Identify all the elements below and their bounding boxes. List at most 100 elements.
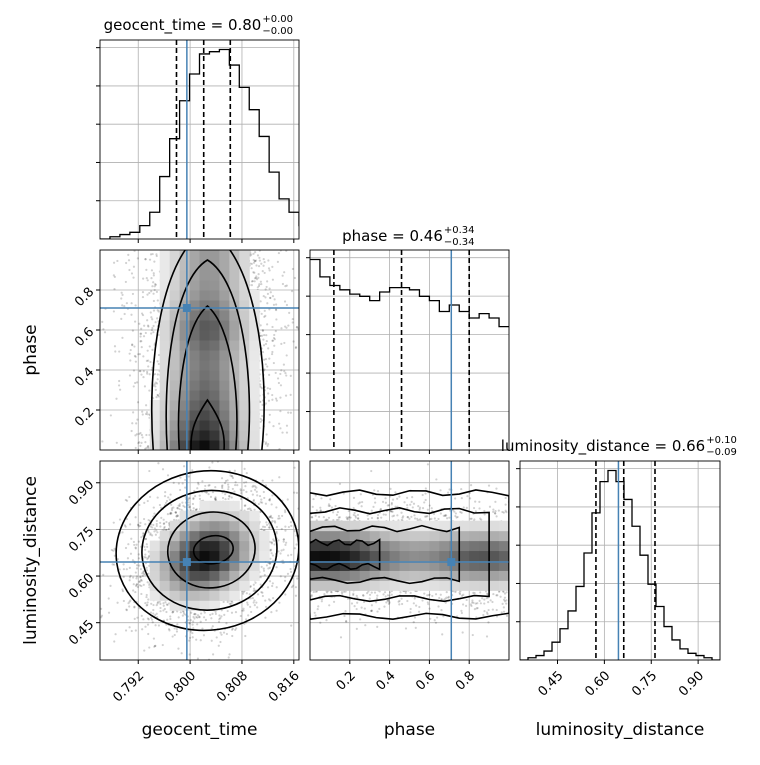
sample-point [268, 400, 270, 402]
sample-point [149, 345, 151, 347]
sample-point [233, 491, 235, 493]
sample-point [108, 597, 110, 599]
density-cell [160, 430, 170, 441]
sample-point [193, 613, 195, 615]
sample-point [267, 293, 269, 295]
sample-point [163, 519, 165, 521]
sample-point [254, 260, 256, 262]
sample-point [149, 534, 151, 536]
sample-point [144, 441, 146, 443]
sample-point [130, 314, 132, 316]
sample-point [271, 266, 273, 268]
sample-point [150, 603, 152, 605]
sample-point [168, 628, 170, 630]
sample-point [214, 498, 216, 500]
density-cell [200, 320, 210, 331]
sample-point [152, 325, 154, 327]
sample-point [275, 506, 277, 508]
sample-point [260, 263, 262, 265]
sample-point [142, 278, 144, 280]
sample-point [245, 481, 247, 483]
sample-point [240, 498, 242, 500]
sample-point [295, 595, 297, 597]
sample-point [264, 315, 266, 317]
density-cell [180, 360, 190, 371]
sample-point [275, 566, 277, 568]
sample-point [147, 633, 149, 635]
density-cell [150, 440, 160, 451]
sample-point [235, 611, 237, 613]
sample-point [146, 558, 148, 560]
density-cell [209, 250, 219, 261]
sample-point [262, 265, 264, 267]
sample-point [154, 321, 156, 323]
sample-point [290, 394, 292, 396]
sample-point [118, 350, 120, 352]
sample-point [148, 531, 150, 533]
sample-point [263, 497, 265, 499]
sample-point [208, 466, 210, 468]
sample-point [169, 493, 171, 495]
sample-point [253, 509, 255, 511]
sample-point [142, 314, 144, 316]
sample-point [192, 636, 194, 638]
sample-point [268, 421, 270, 423]
sample-point [265, 358, 267, 360]
sample-point [132, 576, 134, 578]
sample-point [150, 311, 152, 313]
sample-point [114, 276, 116, 278]
sample-point [159, 504, 161, 506]
sample-point [147, 624, 149, 626]
sample-point [146, 294, 148, 296]
sample-point [274, 298, 276, 300]
sample-point [245, 491, 247, 493]
sample-point [140, 442, 142, 444]
sample-point [285, 395, 287, 397]
sample-point [234, 484, 236, 486]
sample-point [269, 269, 271, 271]
sample-point [129, 626, 131, 628]
sample-point [295, 347, 297, 349]
density-cell [249, 360, 259, 371]
sample-point [143, 502, 145, 504]
sample-point [250, 585, 252, 587]
sample-point [210, 617, 212, 619]
sample-point [227, 484, 229, 486]
sample-point [252, 271, 254, 273]
sample-point [271, 585, 273, 587]
sample-point [259, 260, 261, 262]
density-cell [190, 310, 200, 321]
sample-point [157, 462, 159, 464]
density-cell [200, 270, 210, 281]
sample-point [290, 625, 292, 627]
density-cell [239, 350, 249, 361]
sample-point [173, 482, 175, 484]
sample-point [196, 487, 198, 489]
sample-point [227, 488, 229, 490]
sample-point [140, 593, 142, 595]
sample-point [271, 552, 273, 554]
sample-point [295, 543, 297, 545]
sample-point [120, 318, 122, 320]
sample-point [223, 614, 225, 616]
sample-point [279, 410, 281, 412]
sample-point [138, 441, 140, 443]
sample-point [142, 291, 144, 293]
density-cell [190, 400, 200, 411]
density-cell [239, 250, 249, 261]
sample-point [146, 594, 148, 596]
sample-point [135, 547, 137, 549]
density-cell [219, 400, 229, 411]
sample-point [143, 370, 145, 372]
sample-point [146, 319, 148, 321]
sample-point [251, 267, 253, 269]
sample-point [133, 369, 135, 371]
density-cell [239, 330, 249, 341]
sample-point [268, 374, 270, 376]
sample-point [209, 614, 211, 616]
sample-point [135, 447, 137, 449]
sample-point [280, 369, 282, 371]
sample-point [143, 556, 145, 558]
sample-point [192, 620, 194, 622]
sample-point [142, 355, 144, 357]
